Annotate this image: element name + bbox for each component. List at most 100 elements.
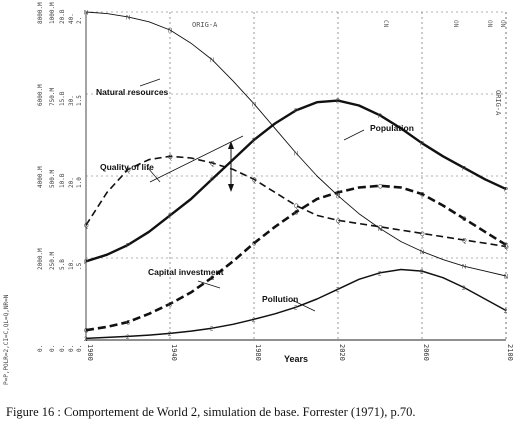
series-1-marker-14: P: [378, 114, 382, 120]
series-3-marker-4: C: [168, 302, 173, 308]
y-scale-0-1: 6000.M: [37, 84, 44, 106]
series-0-marker-10: N: [294, 152, 298, 158]
label-population: Population: [370, 123, 414, 133]
series-2-marker-6: Q: [210, 161, 215, 167]
series-0-marker-0: N: [84, 11, 88, 17]
series-2-marker-0: Q: [84, 224, 89, 230]
series-4-marker-12: 2: [336, 288, 340, 294]
y-scale-3-1: 30.: [68, 95, 75, 106]
series-line-3: [85, 184, 507, 332]
series-1-marker-6: P: [210, 178, 214, 184]
y-scale-3-4: 0.: [68, 345, 75, 352]
series-line-1: [85, 99, 507, 263]
series-4-marker-10: 2: [294, 306, 298, 312]
series-4-marker-2: 2: [126, 335, 130, 341]
series-3-marker-16: C: [420, 193, 425, 199]
y-scale-1-0: 1000.M: [49, 2, 56, 24]
series-0-marker-6: N: [210, 58, 214, 64]
y-scale-4-1: 1.5: [76, 95, 83, 106]
y-scale-3-0: 40.: [68, 13, 75, 24]
series-4-marker-14: 2: [378, 271, 382, 277]
x-tick-1980: 1980: [254, 344, 262, 361]
y-scale-4-4: 0.: [76, 345, 83, 352]
figure-caption: Figure 16 : Comportement de World 2, sim…: [6, 405, 416, 419]
series-4-marker-20: 2: [504, 309, 508, 315]
y-scale-2-2: 10.B: [59, 173, 66, 188]
top-mark-on-2: ON: [486, 20, 493, 28]
label-leaders: [139, 78, 365, 312]
x-tick-1940: 1940: [170, 344, 178, 361]
y-scale-2-0: 20.B: [59, 9, 66, 24]
series-1-marker-20: P: [504, 188, 508, 194]
x-tick-2060: 2060: [422, 344, 430, 361]
y-scale-0-3: 2000.M: [37, 248, 44, 270]
top-mark-on-3: ON: [499, 20, 506, 28]
series-3-marker-8: C: [252, 242, 257, 248]
y-scale-2-3: 5.B: [59, 259, 66, 270]
series-4-marker-16: 2: [420, 270, 424, 276]
y-scale-4-0: 2.: [76, 17, 83, 24]
marker-layer: NNNNNNNNNNNPPPPPPPPPPPQQQQQQQQQQQCCCCCCC…: [84, 11, 509, 343]
orig-label-top: ORIG-A: [192, 21, 218, 29]
series-2-marker-18: Q: [462, 238, 467, 244]
series-0-marker-12: N: [336, 194, 340, 200]
series-2-marker-8: Q: [252, 178, 257, 184]
series-4-marker-6: 2: [210, 327, 214, 333]
series-4-marker-18: 2: [462, 286, 466, 292]
series-4-marker-0: 2: [84, 337, 88, 343]
series-1-marker-4: P: [168, 214, 172, 220]
series-2-marker-2: Q: [126, 168, 131, 174]
y-axis-title: P=P,POLR=2,CI=C,QL=Q,NR=N: [3, 294, 10, 385]
y-scale-4-2: 1.0: [76, 177, 83, 188]
y-scale-1-1: 750.M: [49, 88, 56, 106]
y-scale-1-2: 500.M: [49, 170, 56, 188]
series-3-marker-6: C: [210, 276, 215, 282]
series-3-marker-18: C: [462, 217, 467, 223]
y-scale-2-1: 15.B: [59, 91, 66, 106]
series-line-0: [85, 11, 507, 277]
series-3-marker-2: C: [126, 320, 131, 326]
y-scale-1-4: 0.: [49, 345, 56, 352]
label-natural-resources-line1: Natural resources: [96, 87, 169, 97]
series-3-marker-10: C: [294, 211, 299, 217]
series-3-marker-14: C: [378, 184, 383, 190]
series-1-marker-12: P: [336, 99, 340, 105]
series-line-4: [85, 268, 507, 340]
series-2-marker-20: Q: [504, 245, 509, 251]
series-0-marker-8: N: [252, 102, 256, 108]
series-2-marker-12: Q: [336, 219, 341, 225]
axis-layer: 1900 1940 1980 2020 2060 2100 8000.M 6000.M 4000…: [37, 2, 514, 361]
series-0-marker-16: N: [420, 250, 424, 256]
series-1-marker-2: P: [126, 243, 130, 249]
series-2-marker-14: Q: [378, 225, 383, 231]
orig-label-right: ORIG-A: [494, 90, 502, 116]
series-1-marker-10: P: [294, 109, 298, 115]
series-0-marker-20: N: [504, 275, 508, 281]
series-2-marker-16: Q: [420, 232, 425, 238]
series-3-marker-12: C: [336, 191, 341, 197]
x-tick-2020: 2020: [338, 344, 346, 361]
top-mark-on-1: ON: [452, 20, 459, 28]
series-2-marker-4: Q: [168, 155, 173, 161]
series-3-marker-20: C: [504, 243, 509, 249]
y-scale-3-2: 20.: [68, 177, 75, 188]
label-capital-investment: Capital investment: [148, 267, 224, 277]
series-1-marker-18: P: [462, 166, 466, 172]
y-scale-4-3: .5: [76, 262, 83, 270]
x-axis-title: Years: [284, 354, 308, 364]
series-0-marker-2: N: [126, 15, 130, 21]
series-4-marker-4: 2: [168, 332, 172, 338]
y-scale-2-4: 0.: [59, 345, 66, 352]
series-3-marker-0: C: [84, 329, 89, 335]
series-0-marker-18: N: [462, 265, 466, 271]
x-tick-1900: 1900: [86, 344, 94, 361]
series-2-marker-10: Q: [294, 204, 299, 210]
y-scale-0-4: 0.: [37, 345, 44, 352]
y-scale-3-3: 10.: [68, 259, 75, 270]
label-quality-of-life: Quality of life: [100, 162, 154, 172]
series-1-marker-0: P: [84, 260, 88, 266]
y-scale-0-2: 4000.M: [37, 166, 44, 188]
y-scale-1-3: 250.M: [49, 252, 56, 270]
x-tick-2100: 2100: [506, 344, 514, 361]
